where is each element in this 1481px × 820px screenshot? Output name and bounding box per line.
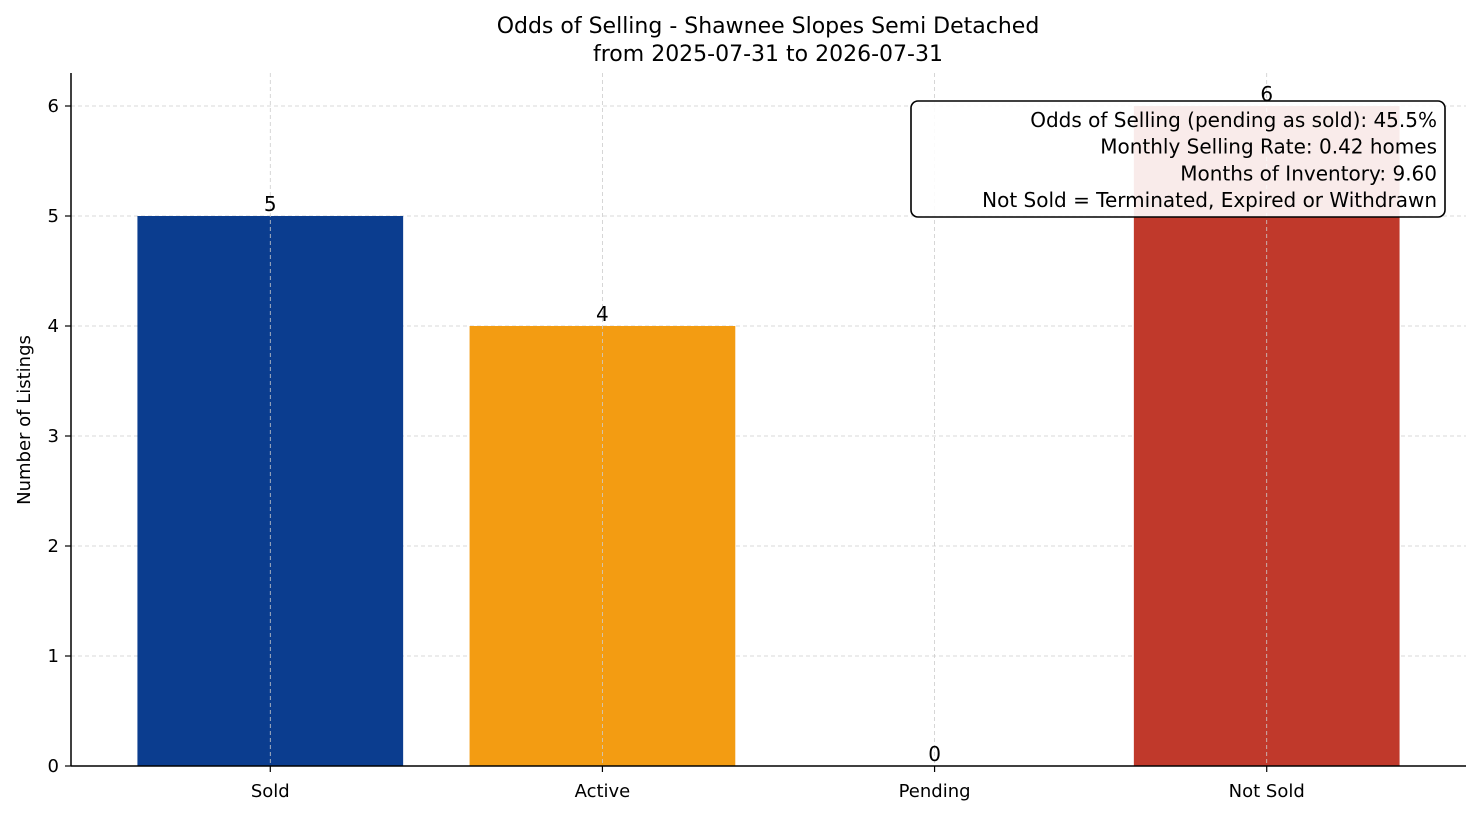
x-tick-label: Pending xyxy=(899,781,971,802)
annotation-line: Not Sold = Terminated, Expired or Withdr… xyxy=(982,188,1437,212)
bar-value-label: 6 xyxy=(1260,82,1273,106)
x-tick-label: Active xyxy=(575,781,631,802)
chart-title: Odds of Selling - Shawnee Slopes Semi De… xyxy=(497,14,1040,39)
y-tick-label: 0 xyxy=(48,756,59,777)
y-tick-label: 2 xyxy=(48,536,59,557)
y-tick-label: 4 xyxy=(48,316,59,337)
y-tick-label: 5 xyxy=(48,206,59,227)
bar-value-label: 0 xyxy=(928,742,941,766)
y-tick-label: 3 xyxy=(48,426,59,447)
x-tick-label: Sold xyxy=(251,781,290,802)
axes: 0 1 2 3 4 5 6 Sold Active Pending Not Sold xyxy=(48,73,1466,802)
x-tick-label: Not Sold xyxy=(1229,781,1305,802)
y-tick-label: 6 xyxy=(48,96,59,117)
annotation-box: Odds of Selling (pending as sold): 45.5%… xyxy=(910,100,1446,218)
y-tick-label: 1 xyxy=(48,646,59,667)
data-labels: 5 4 0 6 xyxy=(264,82,1273,766)
annotation-box-frame xyxy=(910,100,1446,218)
annotation-line: Odds of Selling (pending as sold): 45.5% xyxy=(1030,108,1437,132)
bar-value-label: 5 xyxy=(264,192,277,216)
annotation-line: Months of Inventory: 9.60 xyxy=(1180,161,1437,185)
chart-subtitle: from 2025-07-31 to 2026-07-31 xyxy=(593,42,943,67)
y-axis-label: Number of Listings xyxy=(14,335,35,505)
annotation-line: Monthly Selling Rate: 0.42 homes xyxy=(1100,135,1437,159)
bar-value-label: 4 xyxy=(596,302,609,326)
